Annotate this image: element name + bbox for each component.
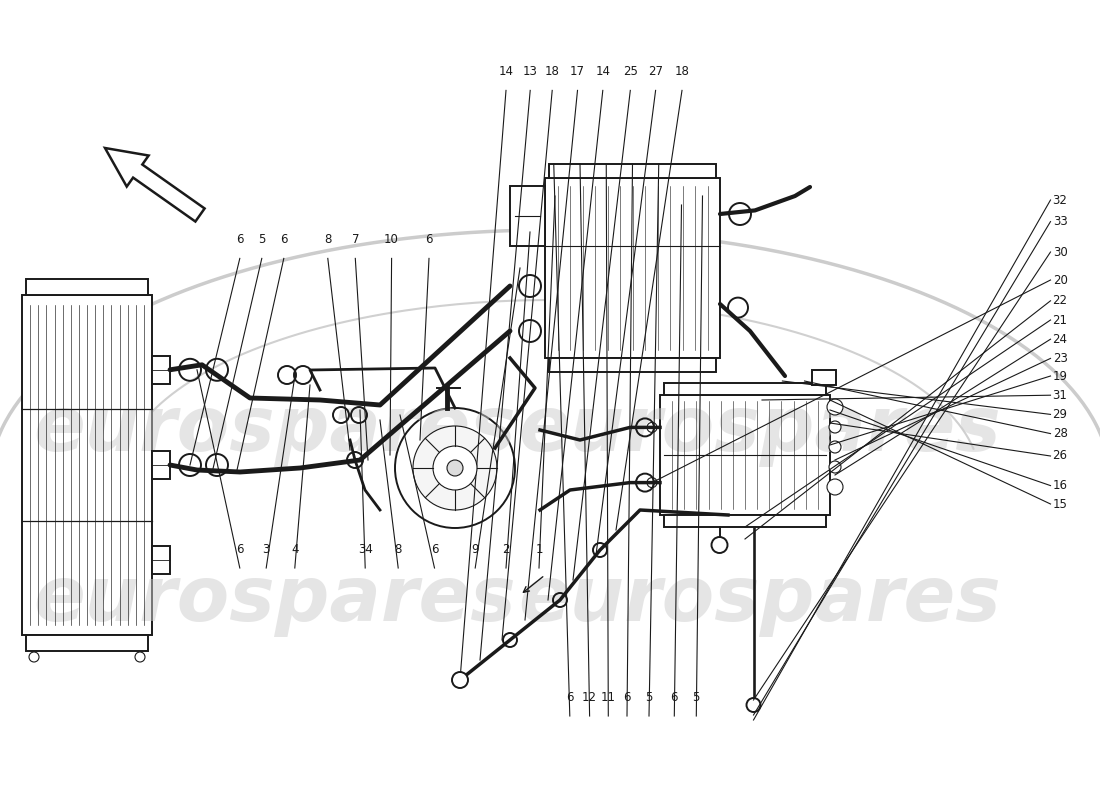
Text: 29: 29 [1053, 408, 1067, 421]
Circle shape [747, 698, 760, 712]
Circle shape [647, 422, 657, 432]
Text: 4: 4 [292, 543, 298, 556]
Text: 20: 20 [1053, 274, 1067, 286]
Circle shape [412, 426, 497, 510]
Bar [152, 451, 170, 479]
Bar [660, 395, 830, 515]
Text: eurospares: eurospares [518, 563, 1001, 637]
Text: 11: 11 [601, 691, 616, 704]
Bar [544, 178, 720, 358]
Circle shape [433, 446, 477, 490]
Text: eurospares: eurospares [34, 393, 516, 467]
Text: 17: 17 [570, 66, 585, 78]
Text: 9: 9 [472, 543, 478, 556]
Bar [664, 515, 826, 527]
Text: 31: 31 [1053, 389, 1067, 402]
Bar [26, 635, 149, 651]
Bar [22, 295, 152, 635]
Text: 8: 8 [395, 543, 402, 556]
Text: eurospares: eurospares [34, 563, 516, 637]
Text: 18: 18 [544, 66, 560, 78]
Circle shape [395, 408, 515, 528]
Circle shape [829, 441, 842, 453]
Text: 6: 6 [280, 234, 287, 246]
Bar [549, 164, 716, 178]
Bar [510, 186, 544, 246]
Text: 7: 7 [352, 234, 359, 246]
Text: 32: 32 [1053, 194, 1067, 206]
Text: 21: 21 [1053, 314, 1067, 326]
Circle shape [827, 399, 843, 415]
Text: 10: 10 [384, 234, 399, 246]
Text: 15: 15 [1053, 498, 1067, 510]
Text: 5: 5 [646, 691, 652, 704]
Text: 14: 14 [595, 66, 610, 78]
Text: 22: 22 [1053, 294, 1067, 307]
Text: 1: 1 [536, 543, 542, 556]
Text: 6: 6 [431, 543, 438, 556]
Text: 6: 6 [236, 543, 243, 556]
Text: 23: 23 [1053, 352, 1067, 365]
Circle shape [829, 421, 842, 433]
Text: 24: 24 [1053, 333, 1067, 346]
Polygon shape [104, 148, 205, 222]
Text: 12: 12 [582, 691, 597, 704]
Bar [26, 279, 149, 295]
Circle shape [827, 479, 843, 495]
Circle shape [135, 652, 145, 662]
Circle shape [712, 537, 727, 553]
Text: 6: 6 [671, 691, 678, 704]
Circle shape [829, 461, 842, 473]
Bar [152, 546, 170, 574]
Text: 6: 6 [236, 234, 243, 246]
Circle shape [452, 672, 468, 688]
Text: 16: 16 [1053, 479, 1067, 492]
Text: eurospares: eurospares [518, 393, 1001, 467]
Bar [664, 383, 826, 395]
Circle shape [647, 478, 657, 488]
Circle shape [29, 652, 38, 662]
Text: 33: 33 [1053, 215, 1067, 228]
Text: 2: 2 [503, 543, 509, 556]
Text: 8: 8 [324, 234, 331, 246]
Text: 14: 14 [498, 66, 514, 78]
Text: 5: 5 [693, 691, 700, 704]
Text: 28: 28 [1053, 427, 1067, 440]
Bar [152, 356, 170, 384]
Text: 34: 34 [358, 543, 373, 556]
Text: 18: 18 [674, 66, 690, 78]
Text: 6: 6 [566, 691, 573, 704]
Text: 3: 3 [263, 543, 270, 556]
Circle shape [447, 460, 463, 476]
Text: 6: 6 [426, 234, 432, 246]
Text: 5: 5 [258, 234, 265, 246]
Text: 26: 26 [1053, 450, 1067, 462]
Text: 30: 30 [1053, 246, 1067, 258]
Bar [812, 370, 836, 385]
Text: 25: 25 [623, 66, 638, 78]
Bar [549, 358, 716, 372]
Text: 27: 27 [648, 66, 663, 78]
Text: 19: 19 [1053, 370, 1067, 382]
Text: 13: 13 [522, 66, 538, 78]
Text: 6: 6 [624, 691, 630, 704]
